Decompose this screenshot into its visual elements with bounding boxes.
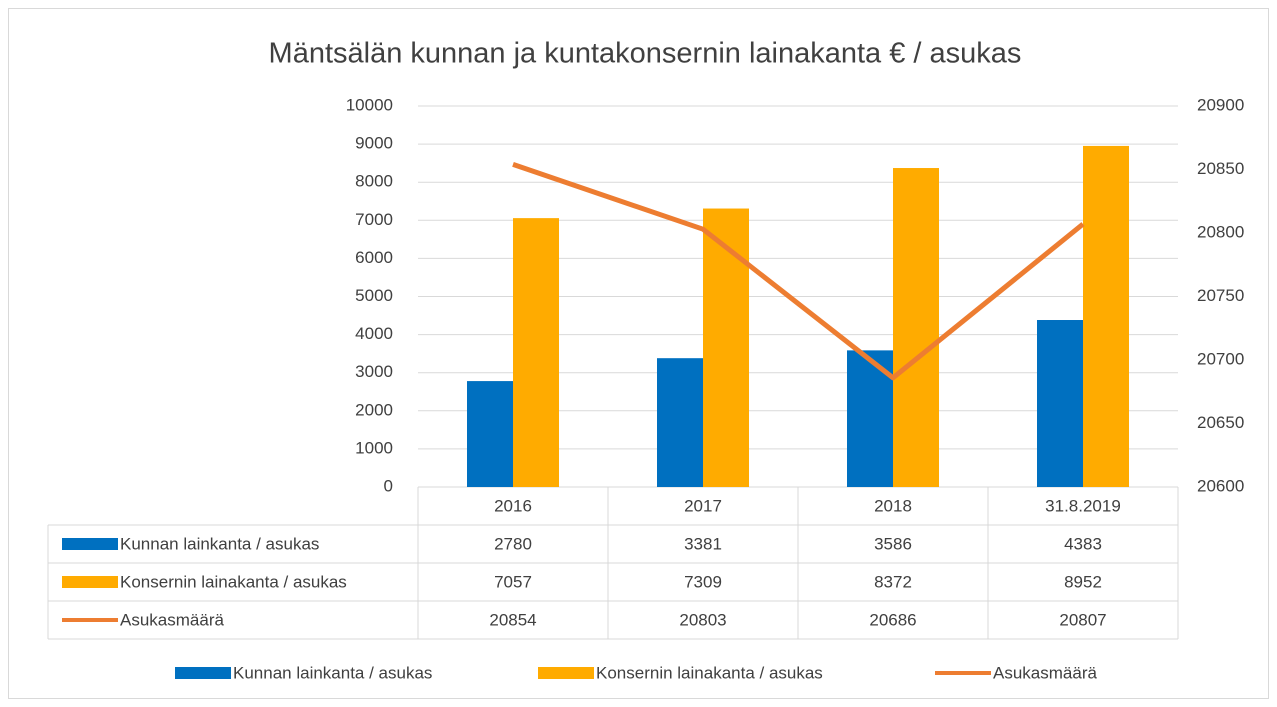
y2-tick-label: 20750 — [1197, 286, 1244, 305]
bar — [1083, 145, 1129, 487]
bar — [1037, 320, 1083, 487]
bar — [467, 381, 513, 487]
table-value: 8372 — [874, 572, 912, 591]
table-value: 7057 — [494, 572, 532, 591]
x-tick-label: 2018 — [874, 496, 912, 515]
legend-label: Asukasmäärä — [993, 663, 1097, 682]
table-row-label: Konsernin lainakanta / asukas — [120, 572, 347, 591]
table-value: 3586 — [874, 534, 912, 553]
chart-title: Mäntsälän kunnan ja kuntakonsernin laina… — [269, 38, 1022, 70]
bar — [703, 208, 749, 487]
y-tick-label: 3000 — [355, 362, 393, 381]
table-value: 4383 — [1064, 534, 1102, 553]
y-tick-label: 1000 — [355, 438, 393, 457]
y-tick-label: 9000 — [355, 134, 393, 153]
y-tick-label: 7000 — [355, 210, 393, 229]
x-tick-label: 2016 — [494, 496, 532, 515]
legend-label: Konsernin lainakanta / asukas — [596, 663, 823, 682]
table-value: 2780 — [494, 534, 532, 553]
table-value: 8952 — [1064, 572, 1102, 591]
bar — [657, 358, 703, 487]
table-value: 20807 — [1059, 610, 1106, 629]
line — [512, 162, 1085, 381]
y2-tick-label: 20650 — [1197, 413, 1244, 432]
table-row-label: Asukasmäärä — [120, 610, 224, 629]
x-tick-label: 2017 — [684, 496, 722, 515]
table-legend-key — [62, 538, 118, 550]
y2-tick-label: 20700 — [1197, 349, 1244, 368]
table-legend-key — [62, 576, 118, 588]
table-row-label: Kunnan lainkanta / asukas — [120, 534, 319, 553]
y-tick-label: 5000 — [355, 286, 393, 305]
y-tick-label: 2000 — [355, 400, 393, 419]
table-value: 7309 — [684, 572, 722, 591]
bar — [893, 168, 939, 487]
x-tick-label: 31.8.2019 — [1045, 496, 1121, 515]
legend-key — [175, 667, 231, 679]
legend-key — [538, 667, 594, 679]
y-tick-label: 4000 — [355, 324, 393, 343]
y2-tick-label: 20600 — [1197, 476, 1244, 495]
table-value: 3381 — [684, 534, 722, 553]
y-tick-label: 8000 — [355, 172, 393, 191]
y-tick-label: 0 — [384, 476, 393, 495]
bar — [513, 218, 559, 487]
table-value: 20854 — [489, 610, 536, 629]
legend-label: Kunnan lainkanta / asukas — [233, 663, 432, 682]
table-value: 20686 — [869, 610, 916, 629]
table-value: 20803 — [679, 610, 726, 629]
y-tick-label: 10000 — [346, 95, 393, 114]
y-tick-label: 6000 — [355, 248, 393, 267]
y2-tick-label: 20850 — [1197, 159, 1244, 178]
y2-tick-label: 20800 — [1197, 222, 1244, 241]
y2-tick-label: 20900 — [1197, 95, 1244, 114]
